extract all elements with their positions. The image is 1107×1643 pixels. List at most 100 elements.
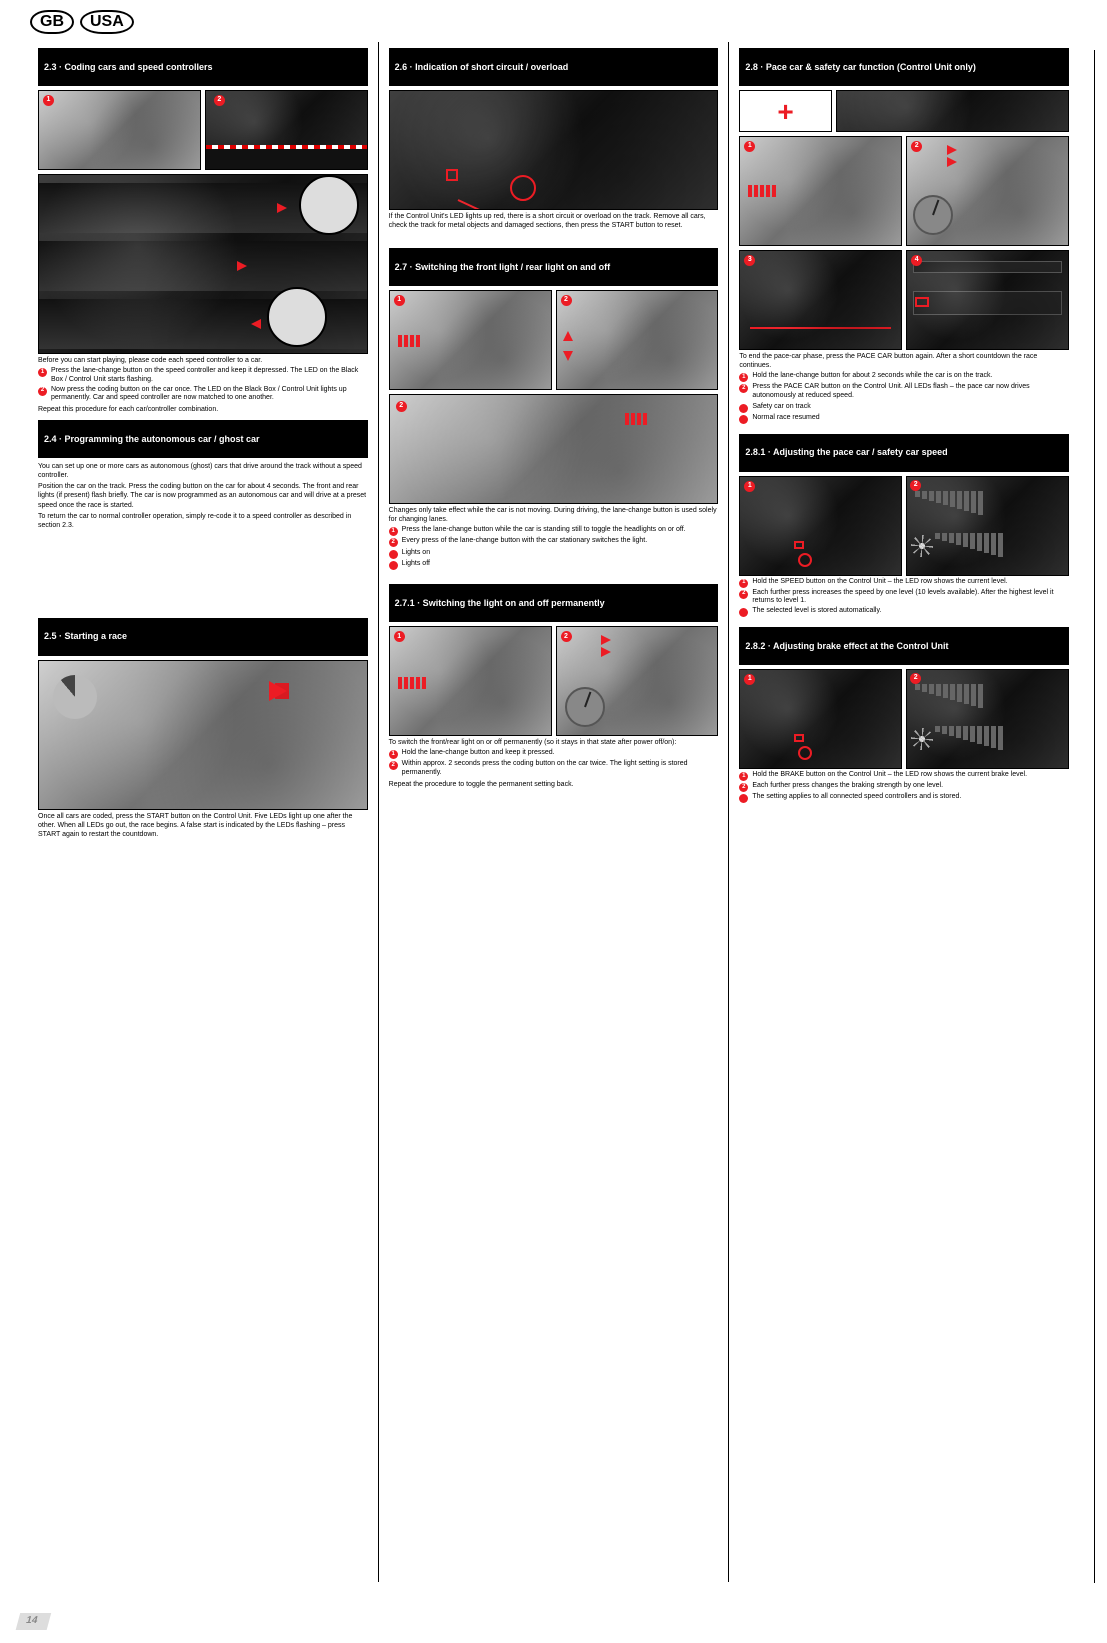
figure-controller-hold-2: 1 <box>739 136 902 246</box>
figure-controller-doublepress: 2 <box>556 626 719 736</box>
figure-cu-speed-button: 1 <box>739 476 902 576</box>
section-header-2-8: 2.8 · Pace car & safety car function (Co… <box>739 48 1069 86</box>
bullet-text: The setting applies to all connected spe… <box>752 793 1069 803</box>
bullet-dot: 2 <box>739 384 748 393</box>
bullet-dot: 2 <box>739 783 748 792</box>
bullet-list: 1Hold the lane-change button and keep it… <box>389 749 719 778</box>
figure-pitlane-track <box>836 90 1069 132</box>
callout-dot: 1 <box>744 481 755 492</box>
bullet-text: Lights off <box>402 560 719 570</box>
bullet-text: Now press the coding button on the car o… <box>51 386 368 404</box>
section-title: 2.3 · Coding cars and speed controllers <box>44 62 362 73</box>
callout-dot: 2 <box>396 401 407 412</box>
section-title: 2.4 · Programming the autonomous car / g… <box>44 434 362 445</box>
callout-dot: 2 <box>214 95 225 106</box>
section-title: 2.8.1 · Adjusting the pace car / safety … <box>745 447 1063 458</box>
column-3: 2.8 · Pace car & safety car function (Co… <box>731 42 1077 1582</box>
bullet-text: Normal race resumed <box>752 414 1069 424</box>
figure-car-lights: 2 <box>389 394 719 504</box>
bullet-dot: 2 <box>389 761 398 770</box>
bullet-dot: 1 <box>739 772 748 781</box>
bullet-text: Press the PACE CAR button on the Control… <box>752 383 1069 401</box>
callout-dot: 2 <box>561 631 572 642</box>
figure-car-underside: 2 <box>556 290 719 390</box>
bullet-dot <box>739 404 748 413</box>
paragraph: To end the pace-car phase, press the PAC… <box>739 352 1069 370</box>
section-header-2-8-1: 2.8.1 · Adjusting the pace car / safety … <box>739 434 1069 472</box>
figure-led-levels-speed: 2 <box>906 476 1069 576</box>
paragraph: Before you can start playing, please cod… <box>38 356 368 365</box>
section-title: 2.7 · Switching the front light / rear l… <box>395 262 713 273</box>
bullet-dot <box>389 550 398 559</box>
bullet-dot: 2 <box>389 538 398 547</box>
bullet-dot: 2 <box>739 590 748 599</box>
bullet-list: Safety car on track Normal race resumed <box>739 403 1069 424</box>
section-title: 2.5 · Starting a race <box>44 631 362 642</box>
bullet-list: 1Press the lane-change button on the spe… <box>38 367 368 403</box>
page-number: 14 <box>16 1613 52 1630</box>
figure-track-top: 2 <box>205 90 368 170</box>
bullet-text: Each further press increases the speed b… <box>752 589 1069 607</box>
callout-dot: 1 <box>394 295 405 306</box>
bullet-list: Lights on Lights off <box>389 549 719 570</box>
column-1: 2.3 · Coding cars and speed controllers … <box>30 42 376 1582</box>
bullet-dot: 1 <box>389 750 398 759</box>
bullet-text: The selected level is stored automatical… <box>752 607 1069 617</box>
paragraph: Repeat this procedure for each car/contr… <box>38 405 368 414</box>
bullet-text: Safety car on track <box>752 403 1069 413</box>
bullet-text: Press the lane-change button on the spee… <box>51 367 368 385</box>
section-title: 2.8.2 · Adjusting brake effect at the Co… <box>745 641 1063 652</box>
bullet-text: Press the lane-change button while the c… <box>402 526 719 536</box>
column-rule <box>378 42 379 1582</box>
section-title: 2.6 · Indication of short circuit / over… <box>395 62 713 73</box>
bullet-list: 1Hold the BRAKE button on the Control Un… <box>739 771 1069 803</box>
section-header-2-6: 2.6 · Indication of short circuit / over… <box>389 48 719 86</box>
figure-lane-change-sequence <box>38 174 368 354</box>
paragraph: To return the car to normal controller o… <box>38 512 368 530</box>
bullet-text: Hold the SPEED button on the Control Uni… <box>752 578 1069 588</box>
bullet-dot <box>739 608 748 617</box>
column-rule <box>728 42 729 1582</box>
plus-icon: + <box>777 94 793 129</box>
bullet-dot: 1 <box>739 579 748 588</box>
paragraph: To switch the front/rear light on or off… <box>389 738 719 747</box>
callout-dot: 2 <box>910 673 921 684</box>
bullet-list: 1 Hold the SPEED button on the Control Un… <box>739 578 1069 618</box>
callout-dot: 2 <box>911 141 922 152</box>
figure-led-levels-brake: 2 <box>906 669 1069 769</box>
locale-badge-gb: GB <box>30 10 74 34</box>
section-header-2-5: 2.5 · Starting a race <box>38 618 368 656</box>
section-header-2-3: 2.3 · Coding cars and speed controllers <box>38 48 368 86</box>
bullet-dot: 2 <box>38 387 47 396</box>
section-header-2-4: 2.4 · Programming the autonomous car / g… <box>38 420 368 458</box>
callout-dot: 4 <box>911 255 922 266</box>
bullet-list: 1Press the lane-change button while the … <box>389 526 719 547</box>
paragraph: Position the car on the track. Press the… <box>38 482 368 509</box>
bullet-list: 1 Hold the lane-change button for about 2… <box>739 372 1069 401</box>
bullet-dot <box>739 415 748 424</box>
bullet-text: Lights on <box>402 549 719 559</box>
callout-dot: 3 <box>744 255 755 266</box>
paragraph: Changes only take effect while the car i… <box>389 506 719 524</box>
callout-dot: 2 <box>910 480 921 491</box>
paragraph <box>38 532 368 612</box>
paragraph: Repeat the procedure to toggle the perma… <box>389 780 719 789</box>
bullet-text: Within approx. 2 seconds press the codin… <box>402 760 719 778</box>
bullet-dot <box>739 794 748 803</box>
figure-control-unit-overload <box>389 90 719 210</box>
figure-race-start <box>38 660 368 810</box>
locale-badge-usa: USA <box>80 10 134 34</box>
figure-controller-hold: 1 <box>389 626 552 736</box>
figure-cu-brake-button: 1 <box>739 669 902 769</box>
section-title: 2.7.1 · Switching the light on and off p… <box>395 598 713 609</box>
column-rule-right <box>1094 50 1095 1583</box>
bullet-dot <box>389 561 398 570</box>
column-2: 2.6 · Indication of short circuit / over… <box>381 42 727 1582</box>
paragraph: If the Control Unit's LED lights up red,… <box>389 212 719 230</box>
bullet-text: Hold the lane-change button for about 2 … <box>752 372 1069 382</box>
figure-control-unit-panel: 4 <box>906 250 1069 350</box>
section-header-2-7: 2.7 · Switching the front light / rear l… <box>389 248 719 286</box>
paragraph: You can set up one or more cars as auton… <box>38 462 368 480</box>
bullet-dot: 1 <box>739 373 748 382</box>
section-header-2-7-1: 2.7.1 · Switching the light on and off p… <box>389 584 719 622</box>
